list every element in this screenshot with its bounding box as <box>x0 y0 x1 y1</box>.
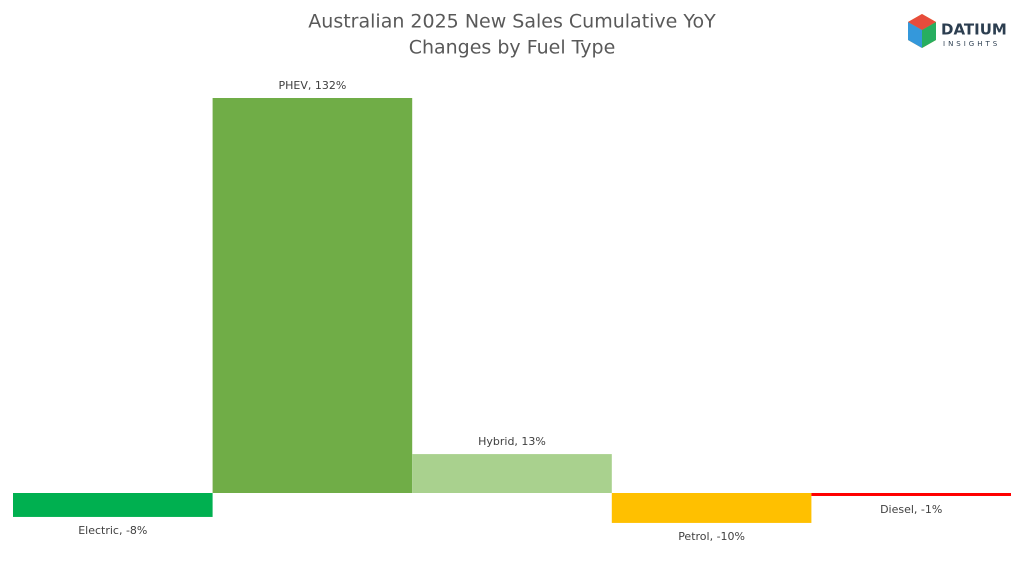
logo-icon <box>922 22 936 48</box>
data-label: Diesel, -1% <box>880 503 942 516</box>
bar <box>611 493 812 523</box>
bar <box>811 493 1011 496</box>
data-label: Hybrid, 13% <box>478 435 546 448</box>
data-label: PHEV, 132% <box>278 79 346 92</box>
logo-tagline: INSIGHTS <box>943 40 1000 48</box>
logo-name: DATIUM <box>941 21 1007 39</box>
chart-title: Australian 2025 New Sales Cumulative YoY <box>308 11 716 33</box>
data-label: Petrol, -10% <box>678 530 745 543</box>
bar <box>13 493 213 517</box>
data-label: Electric, -8% <box>78 524 147 537</box>
logo-icon <box>908 22 922 48</box>
bar <box>412 454 612 493</box>
chart-title: Changes by Fuel Type <box>409 37 616 59</box>
bar <box>212 98 413 493</box>
logo: DATIUM INSIGHTS <box>908 14 1007 48</box>
